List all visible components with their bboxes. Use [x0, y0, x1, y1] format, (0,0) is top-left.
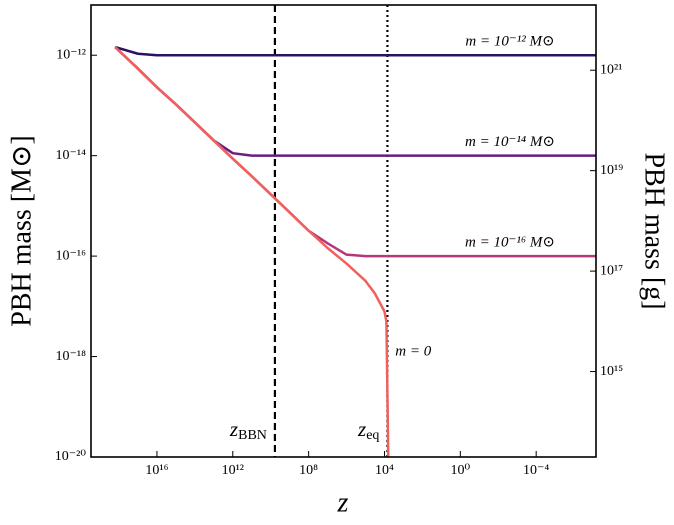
- series-line: [114, 45, 596, 57]
- reference-label-main: z: [229, 417, 238, 441]
- y2-tick-label: 10²¹: [600, 62, 622, 77]
- y2-tick-label: 10¹⁵: [600, 364, 623, 379]
- y-tick-label: 10⁻¹⁶: [56, 248, 87, 263]
- x-tick-label: 10⁴: [375, 463, 394, 478]
- series-label: m = 10⁻¹² M⊙: [465, 34, 554, 50]
- y-tick-label: 10⁻¹²: [56, 47, 86, 62]
- y-tick-label: 10⁻²⁰: [55, 449, 87, 464]
- series-label: m = 10⁻¹⁶ M⊙: [465, 235, 555, 251]
- series-label: m = 10⁻¹⁴ M⊙: [465, 134, 555, 150]
- reference-label: zeq: [357, 417, 379, 443]
- reference-label: zBBN: [229, 417, 267, 443]
- reference-label-main: z: [357, 417, 366, 441]
- y2-tick-label: 10¹⁹: [600, 163, 623, 178]
- series-line: [114, 46, 390, 458]
- reference-label-sub: BBN: [238, 428, 267, 443]
- plot-frame: [90, 4, 597, 458]
- x-tick-label: 10⁰: [451, 463, 471, 478]
- x-tick-label: 10¹⁶: [145, 463, 168, 478]
- y2-tick-label: 10¹⁷: [600, 263, 623, 278]
- y-axis-label: PBH mass [M⊙]: [6, 135, 37, 326]
- x-tick-label: 10⁸: [299, 463, 318, 478]
- series-line: [114, 46, 596, 258]
- y-tick-label: 10⁻¹⁸: [56, 349, 87, 364]
- y2-axis-label: PBH mass [g]: [639, 152, 670, 309]
- x-tick-label: 10⁻⁴: [523, 463, 549, 478]
- x-tick-label: 10¹²: [222, 463, 244, 478]
- y-tick-label: 10⁻¹⁴: [56, 148, 87, 163]
- x-axis-label: z: [337, 487, 349, 518]
- reference-label-sub: eq: [366, 428, 379, 443]
- series-label: m = 0: [395, 343, 431, 359]
